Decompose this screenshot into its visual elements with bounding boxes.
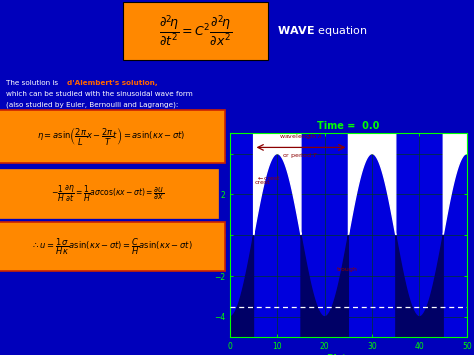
Text: trough: trough bbox=[337, 267, 357, 272]
Text: d'Alembert's solution,: d'Alembert's solution, bbox=[67, 80, 158, 86]
Text: crest: crest bbox=[255, 180, 270, 185]
Title: Time =  0.0: Time = 0.0 bbox=[317, 121, 380, 131]
X-axis label: Distance: Distance bbox=[326, 354, 371, 355]
Text: (also studied by Euler, Bernoulli and Lagrange):: (also studied by Euler, Bernoulli and La… bbox=[6, 101, 178, 108]
FancyBboxPatch shape bbox=[0, 169, 218, 218]
Text: or period $T$: or period $T$ bbox=[282, 151, 319, 160]
Text: which can be studied with the sinusoidal wave form: which can be studied with the sinusoidal… bbox=[6, 91, 192, 97]
FancyBboxPatch shape bbox=[123, 2, 268, 60]
Text: wavelength $\lambda$: wavelength $\lambda$ bbox=[279, 132, 323, 141]
FancyBboxPatch shape bbox=[0, 110, 225, 163]
Text: $\mathbf{WAVE}$ equation: $\mathbf{WAVE}$ equation bbox=[277, 24, 368, 38]
Text: $\leftarrow$crest: $\leftarrow$crest bbox=[256, 174, 281, 182]
FancyBboxPatch shape bbox=[0, 222, 225, 271]
Text: $\therefore u = \dfrac{1\,\sigma}{H\,\kappa}a\sin(\kappa x - \sigma t) = \dfrac{: $\therefore u = \dfrac{1\,\sigma}{H\,\ka… bbox=[31, 236, 192, 257]
Text: The solution is: The solution is bbox=[6, 80, 60, 86]
Text: $\dfrac{\partial^2\!\eta}{\partial t^2} = C^2\dfrac{\partial^2\!\eta}{\partial x: $\dfrac{\partial^2\!\eta}{\partial t^2} … bbox=[159, 14, 232, 48]
Text: $\eta = a\sin\!\left(\dfrac{2\pi}{L}x - \dfrac{2\pi}{T}t\right) = a\sin(\kappa x: $\eta = a\sin\!\left(\dfrac{2\pi}{L}x - … bbox=[37, 126, 186, 148]
Text: $-\dfrac{1}{H}\dfrac{\partial\eta}{\partial t} = \dfrac{1}{H}a\sigma\cos(\kappa : $-\dfrac{1}{H}\dfrac{\partial\eta}{\part… bbox=[51, 183, 164, 204]
